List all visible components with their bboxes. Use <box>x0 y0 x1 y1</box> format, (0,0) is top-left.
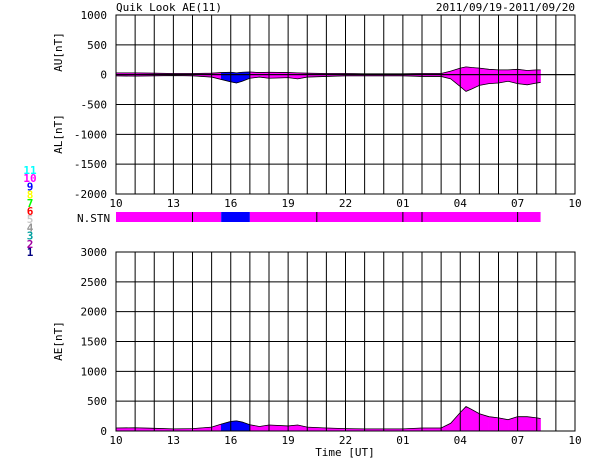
y-tick-label: 2000 <box>81 306 108 319</box>
station-bar-segment <box>116 212 222 222</box>
y-tick-label: 3000 <box>81 246 108 259</box>
au-al-envelope-segment <box>498 69 509 84</box>
x-tick-label: 01 <box>396 434 409 447</box>
station-legend-item: 11 <box>23 164 37 177</box>
y-tick-label: -2000 <box>74 188 107 201</box>
x-axis-label: Time [UT] <box>315 446 375 459</box>
au-al-panel: 1000 500 0 -500 -1000 -1500 -2000 10 13 16 19 22 01… <box>52 9 582 210</box>
x-tick-label: 04 <box>454 197 468 210</box>
date-range: 2011/09/19-2011/09/20 <box>436 1 575 14</box>
station-bar-segment <box>249 212 541 222</box>
ae-area-segment <box>517 416 528 432</box>
ae-panel: 3000 2500 2000 1500 1000 500 0 10 13 16 19 22 01 04 0… <box>52 246 582 459</box>
y-tick-label: -1000 <box>74 128 107 141</box>
station-legend-item: 2 <box>27 238 34 251</box>
station-bar: N.STN <box>77 212 541 225</box>
au-al-envelope-segment <box>526 69 537 86</box>
station-legend-item: 3 <box>27 230 34 243</box>
y-tick-label: 500 <box>87 395 107 408</box>
au-axis-label: AU[nT] <box>52 32 65 72</box>
station-legend-item: 9 <box>27 180 34 193</box>
x-tick-label: 16 <box>224 197 237 210</box>
x-tick-label: 19 <box>282 197 295 210</box>
x-tick-label: 07 <box>511 434 524 447</box>
station-bar-segment <box>221 212 250 222</box>
y-tick-label: 2500 <box>81 276 108 289</box>
ae-area-segment <box>488 416 499 432</box>
plot-frame <box>115 14 576 195</box>
au-al-envelope-segment <box>517 69 528 86</box>
x-tick-label: 19 <box>282 434 295 447</box>
station-legend-item: 10 <box>23 172 36 185</box>
chart-title: Quik Look AE(11) <box>116 1 222 14</box>
au-al-envelope-segment <box>488 69 499 84</box>
x-tick-label: 07 <box>511 197 524 210</box>
x-tick-label: 10 <box>109 434 122 447</box>
ae-area-segment <box>526 416 537 432</box>
au-al-envelope-segment <box>465 66 472 92</box>
y-tick-label: 0 <box>100 425 107 438</box>
station-legend-item: 1 <box>27 246 34 259</box>
y-tick-label: 1500 <box>81 336 108 349</box>
y-tick-label: 0 <box>100 69 107 82</box>
station-legend-item: 6 <box>27 205 34 218</box>
y-tick-label: 1000 <box>81 365 108 378</box>
au-al-envelope-segment <box>230 72 237 84</box>
station-legend-item: 4 <box>27 221 34 234</box>
al-axis-label: AL[nT] <box>52 114 65 154</box>
x-tick-label: 10 <box>109 197 122 210</box>
x-tick-label: 22 <box>339 434 352 447</box>
ae-area-segment <box>465 406 472 432</box>
station-legend-item: 5 <box>27 213 34 226</box>
ae-area-segment <box>236 420 243 432</box>
au-al-envelope-segment <box>536 69 541 84</box>
au-al-envelope-segment <box>479 67 490 86</box>
x-tick-label: 22 <box>339 197 352 210</box>
x-tick-label: 10 <box>568 434 581 447</box>
station-bar-label: N.STN <box>77 212 110 225</box>
station-legend-item: 8 <box>27 189 34 202</box>
y-tick-label: -1500 <box>74 158 107 171</box>
x-tick-label: 16 <box>224 434 237 447</box>
ae-area-segment <box>498 417 509 432</box>
ae-axis-label: AE[nT] <box>52 321 65 361</box>
y-tick-label: -500 <box>81 99 108 112</box>
x-tick-label: 13 <box>167 197 180 210</box>
x-tick-label: 13 <box>167 434 180 447</box>
x-tick-label: 10 <box>568 197 581 210</box>
station-legend-item: 7 <box>27 197 34 210</box>
plot-frame <box>115 251 576 432</box>
ae-area-segment <box>536 417 541 432</box>
y-tick-label: 1000 <box>81 9 108 22</box>
x-tick-label: 04 <box>454 434 468 447</box>
ae-area-segment <box>230 420 237 432</box>
x-tick-label: 01 <box>396 197 409 210</box>
y-tick-label: 500 <box>87 39 107 52</box>
